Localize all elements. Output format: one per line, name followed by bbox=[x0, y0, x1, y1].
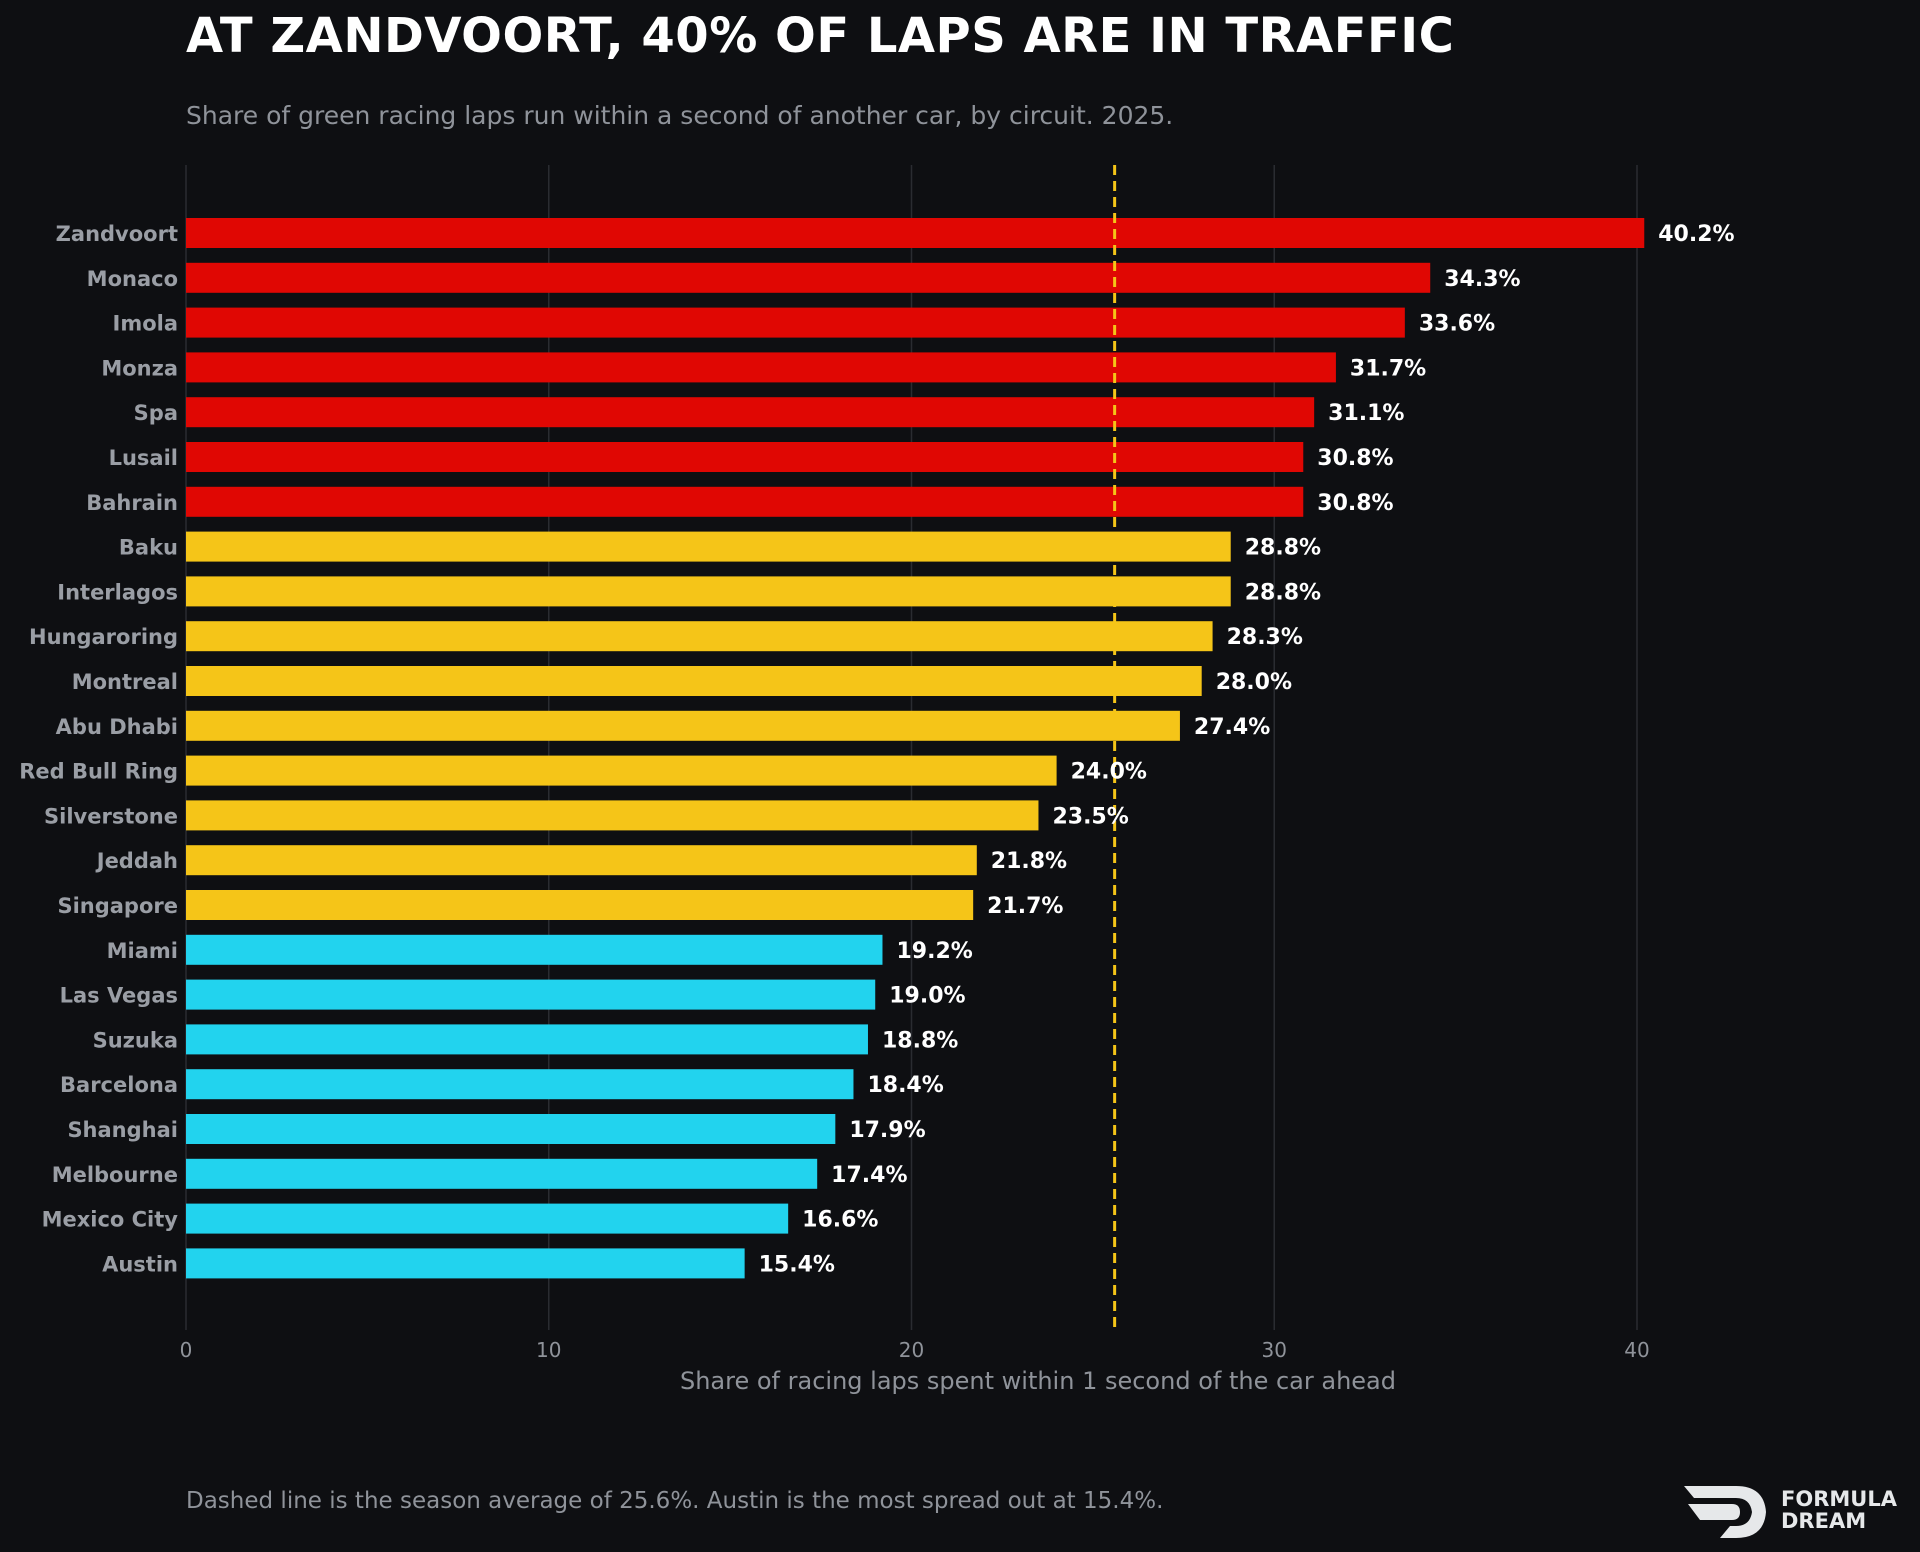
bar bbox=[186, 531, 1231, 562]
category-label: Las Vegas bbox=[60, 984, 178, 1008]
bar bbox=[186, 442, 1304, 472]
category-label: Melbourne bbox=[52, 1163, 178, 1187]
bar bbox=[186, 1069, 854, 1100]
data-label: 18.8% bbox=[882, 1028, 958, 1053]
data-label: 23.5% bbox=[1052, 804, 1128, 829]
category-label: Silverstone bbox=[44, 804, 178, 828]
bar bbox=[186, 307, 1405, 338]
category-label: Bahrain bbox=[86, 491, 178, 515]
chart-subtitle: Share of green racing laps run within a … bbox=[186, 101, 1174, 130]
category-label: Interlagos bbox=[57, 580, 178, 604]
data-label: 28.8% bbox=[1245, 536, 1321, 561]
category-label: Hungaroring bbox=[29, 625, 178, 649]
data-label: 28.8% bbox=[1245, 580, 1321, 605]
x-tick-label: 10 bbox=[536, 1338, 561, 1362]
labels: 0 10 20 30 40 Zandvoort 40.2% Monaco 34.3% Imola 3… bbox=[19, 222, 1734, 1395]
category-label: Baku bbox=[119, 536, 178, 560]
x-tick-label: 40 bbox=[1624, 1338, 1649, 1362]
category-label: Imola bbox=[113, 312, 179, 336]
brand-line-1: FORMULA bbox=[1781, 1487, 1897, 1511]
category-label: Jeddah bbox=[95, 849, 178, 873]
bar bbox=[186, 218, 1645, 248]
data-label: 17.9% bbox=[849, 1118, 925, 1143]
data-label: 30.8% bbox=[1317, 491, 1393, 516]
bar bbox=[186, 934, 883, 965]
data-label: 19.2% bbox=[896, 939, 972, 964]
data-label: 17.4% bbox=[831, 1163, 907, 1188]
bar bbox=[186, 352, 1336, 383]
brand-line-2: DREAM bbox=[1781, 1509, 1867, 1533]
category-label: Zandvoort bbox=[56, 222, 178, 246]
x-tick-label: 30 bbox=[1262, 1338, 1287, 1362]
bar bbox=[186, 1024, 868, 1055]
category-label: Mexico City bbox=[42, 1208, 179, 1232]
x-axis-label: Share of racing laps spent within 1 seco… bbox=[680, 1367, 1396, 1395]
formula-dream-logo bbox=[1684, 1486, 1766, 1538]
data-label: 31.1% bbox=[1328, 401, 1404, 426]
bar bbox=[186, 397, 1315, 428]
category-label: Suzuka bbox=[93, 1028, 178, 1052]
data-label: 19.0% bbox=[889, 984, 965, 1009]
data-label: 21.7% bbox=[987, 894, 1063, 919]
category-label: Abu Dhabi bbox=[56, 715, 178, 739]
data-label: 33.6% bbox=[1419, 312, 1495, 337]
data-label: 27.4% bbox=[1194, 715, 1270, 740]
category-label: Monaco bbox=[87, 267, 178, 291]
data-label: 40.2% bbox=[1658, 222, 1734, 247]
footnote: Dashed line is the season average of 25.… bbox=[186, 1488, 1164, 1514]
bar bbox=[186, 1158, 818, 1189]
bars bbox=[186, 218, 1645, 1279]
data-label: 15.4% bbox=[759, 1252, 835, 1277]
x-tick-label: 0 bbox=[180, 1338, 193, 1362]
category-label: Barcelona bbox=[60, 1073, 178, 1097]
bar bbox=[186, 1248, 745, 1279]
data-label: 18.4% bbox=[867, 1073, 943, 1098]
brand-wordmark: FORMULA DREAM bbox=[1781, 1488, 1897, 1532]
bar bbox=[186, 486, 1304, 517]
category-label: Monza bbox=[101, 356, 178, 380]
data-label: 34.3% bbox=[1444, 267, 1520, 292]
data-label: 24.0% bbox=[1071, 760, 1147, 785]
data-label: 21.8% bbox=[991, 849, 1067, 874]
bar bbox=[186, 755, 1057, 786]
bar bbox=[186, 1114, 836, 1144]
bar bbox=[186, 1203, 789, 1234]
data-label: 30.8% bbox=[1317, 446, 1393, 471]
bar bbox=[186, 576, 1231, 607]
category-label: Miami bbox=[107, 939, 178, 963]
data-label: 28.0% bbox=[1216, 670, 1292, 695]
chart-title: AT ZANDVOORT, 40% OF LAPS ARE IN TRAFFIC bbox=[186, 8, 1455, 64]
bar bbox=[186, 710, 1180, 741]
category-label: Singapore bbox=[57, 894, 178, 918]
data-label: 28.3% bbox=[1227, 625, 1303, 650]
grid-lines bbox=[185, 165, 1638, 1330]
x-tick-label: 20 bbox=[899, 1338, 924, 1362]
bar bbox=[186, 666, 1202, 696]
category-label: Lusail bbox=[109, 446, 178, 470]
category-label: Spa bbox=[134, 401, 178, 425]
bar bbox=[186, 845, 977, 876]
bar bbox=[186, 621, 1213, 652]
category-label: Austin bbox=[102, 1252, 178, 1276]
data-label: 31.7% bbox=[1350, 356, 1426, 381]
category-label: Shanghai bbox=[67, 1118, 178, 1142]
bar bbox=[186, 979, 876, 1010]
bar bbox=[186, 262, 1431, 293]
bar bbox=[186, 890, 974, 920]
category-label: Montreal bbox=[72, 670, 178, 694]
bar bbox=[186, 800, 1039, 831]
data-label: 16.6% bbox=[802, 1208, 878, 1233]
category-label: Red Bull Ring bbox=[19, 760, 178, 784]
